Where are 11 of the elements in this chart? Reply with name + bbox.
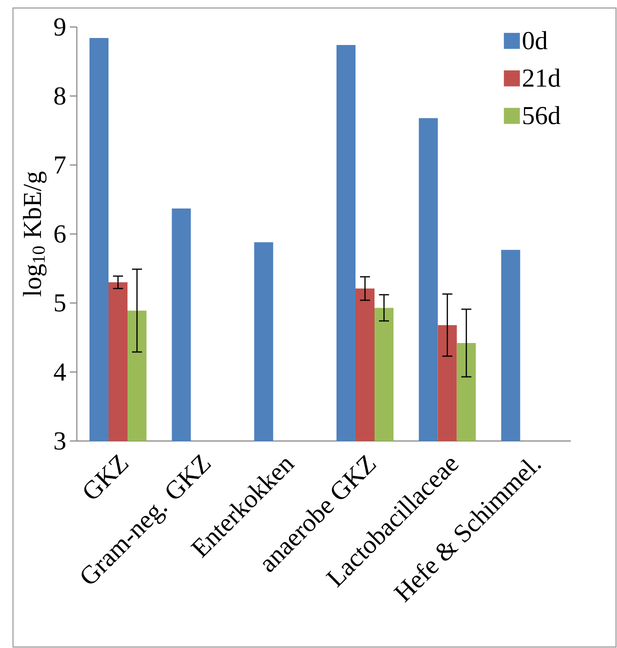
y-tick-label: 7 <box>55 156 66 174</box>
y-axis-title: log$_{10}$ KbE/g <box>22 172 47 296</box>
y-tick-label: 6 <box>54 225 66 243</box>
y-tick-label: 3 <box>54 432 66 450</box>
y-tick-label: 9 <box>54 18 66 36</box>
legend-label: 56d <box>523 106 560 124</box>
y-tick-label: 5 <box>54 294 66 312</box>
legend-label: 21d <box>523 68 560 87</box>
y-tick-label: 4 <box>54 363 66 381</box>
legend-label: 0d <box>522 31 548 50</box>
y-tick-label: 8 <box>54 87 66 105</box>
